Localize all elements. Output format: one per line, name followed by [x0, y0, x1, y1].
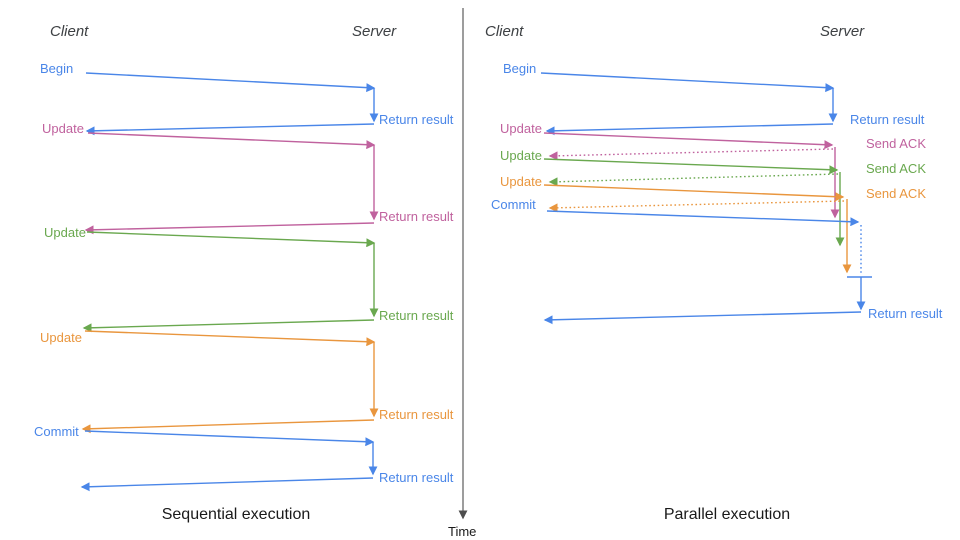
left-update1-request-line: [87, 132, 376, 150]
right-server-header: Server: [820, 23, 865, 40]
left-begin-return-label: Return result: [379, 112, 454, 127]
left-commit-return-label: Return result: [379, 470, 454, 485]
right-update1-request-line: [543, 132, 834, 150]
right-commit-request-line: [546, 210, 860, 227]
right-update1-label: Update: [500, 121, 542, 136]
right-update2-request-line: [543, 158, 839, 175]
left-begin-request-line: [85, 72, 376, 93]
left-caption: Sequential execution: [162, 506, 311, 523]
left-commit-request-line: [84, 430, 375, 447]
right-update2-ack-label: Send ACK: [866, 161, 926, 176]
left-update3-label: Update: [40, 330, 82, 345]
sequential-execution-panel: Client Server Begin Return result Update Retu…: [34, 23, 454, 523]
right-update2-ack-line: [548, 173, 839, 187]
time-time-label: Time: [448, 524, 476, 539]
right-update1-ack-line: [548, 148, 834, 161]
left-update3-return-label: Return result: [379, 407, 454, 422]
right-begin-return-label: Return result: [850, 112, 925, 127]
right-caption: Parallel execution: [664, 506, 790, 523]
right-begin-request-line: [540, 72, 835, 93]
right-client-header: Client: [485, 23, 524, 40]
time-axis: Time: [448, 8, 476, 539]
left-update2-request-line: [86, 231, 376, 248]
right-commit-return-label: Return result: [868, 306, 943, 321]
parallel-execution-panel: Client Server Begin Return result Update Send…: [485, 23, 943, 523]
right-update3-ack-label: Send ACK: [866, 186, 926, 201]
left-server-header: Server: [352, 23, 397, 40]
right-update1-ack-label: Send ACK: [866, 136, 926, 151]
right-begin-label: Begin: [503, 61, 536, 76]
left-begin-label: Begin: [40, 61, 73, 76]
left-update2-label: Update: [44, 225, 86, 240]
right-begin-return-line: [545, 123, 834, 136]
left-update2-return-line: [82, 319, 375, 333]
right-update3-label: Update: [500, 174, 542, 189]
right-commit-label: Commit: [491, 197, 536, 212]
left-commit-return-line: [80, 477, 374, 492]
right-update3-ack-line: [548, 200, 845, 213]
left-update1-return-line: [84, 222, 375, 235]
right-update3-request-line: [543, 184, 845, 202]
right-commit-return-line: [543, 311, 862, 325]
left-begin-return-line: [85, 123, 375, 136]
left-update3-return-line: [81, 419, 375, 434]
left-commit-label: Commit: [34, 424, 79, 439]
left-client-header: Client: [50, 23, 89, 40]
left-update2-return-label: Return result: [379, 308, 454, 323]
left-update3-request-line: [84, 330, 376, 347]
left-update1-label: Update: [42, 121, 84, 136]
right-update2-label: Update: [500, 148, 542, 163]
left-update1-return-label: Return result: [379, 209, 454, 224]
